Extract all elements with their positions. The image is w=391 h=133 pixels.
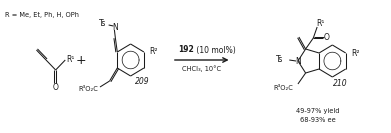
Text: R³O₂C: R³O₂C (274, 85, 294, 91)
Text: Ts: Ts (99, 20, 107, 28)
Text: N: N (113, 24, 118, 32)
Text: (10 mol%): (10 mol%) (194, 45, 236, 55)
Text: Ts: Ts (276, 55, 283, 65)
Text: 209: 209 (135, 78, 149, 86)
Text: 192: 192 (178, 45, 194, 55)
Text: R¹: R¹ (66, 55, 74, 65)
Text: O: O (324, 34, 330, 43)
Text: R²: R² (351, 49, 360, 57)
Text: CHCl₃, 10°C: CHCl₃, 10°C (182, 66, 221, 72)
Text: R²: R² (149, 47, 158, 57)
Text: 68-93% ee: 68-93% ee (300, 117, 336, 123)
Text: O: O (53, 84, 59, 92)
Text: 49-97% yield: 49-97% yield (296, 108, 340, 114)
Text: 210: 210 (333, 78, 347, 88)
Text: R¹: R¹ (316, 18, 324, 28)
Text: +: + (75, 53, 86, 66)
Text: N: N (295, 57, 301, 65)
Text: R³O₂C: R³O₂C (79, 86, 99, 92)
Text: R = Me, Et, Ph, H, OPh: R = Me, Et, Ph, H, OPh (5, 12, 79, 18)
